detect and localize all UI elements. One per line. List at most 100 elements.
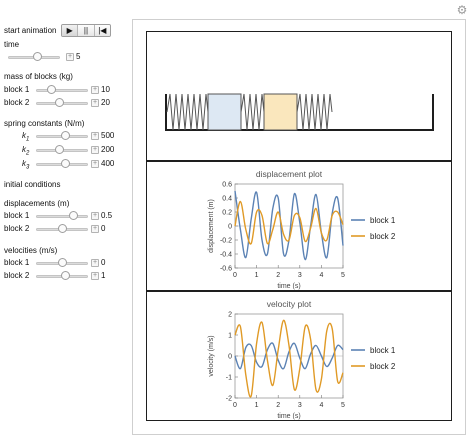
x-tick-label: 1: [255, 272, 259, 279]
x-tick-label: 2: [276, 272, 280, 279]
x-tick-label: 4: [319, 402, 323, 409]
k2-slider[interactable]: [36, 145, 88, 155]
disp-block1-value: 0.5: [101, 211, 113, 220]
vel-block2-value: 1: [101, 271, 106, 280]
slider-thumb[interactable]: [55, 145, 65, 154]
slider-thumb[interactable]: [55, 98, 65, 107]
mass-block1-expand-icon[interactable]: +: [91, 86, 99, 94]
k3-label-main: k: [22, 159, 26, 168]
x-tick-label: 0: [233, 272, 237, 279]
y-tick-label: -0.4: [220, 252, 232, 259]
y-tick-label: -1: [226, 375, 232, 382]
mass-block2-value: 20: [101, 98, 110, 107]
chart-title: velocity plot: [267, 299, 312, 309]
time-slider[interactable]: [8, 52, 60, 62]
disp-block1-label: block 1: [4, 211, 30, 220]
k3-expand-icon[interactable]: +: [91, 160, 99, 168]
mass-block1-slider[interactable]: [36, 85, 88, 95]
slider-thumb[interactable]: [46, 85, 56, 94]
y-tick-label: -0.2: [220, 238, 232, 245]
velocity-plot-cell: velocity plot 0 1 2 3 4 5 2 1 0 -1 -2 time (s) veloci…: [146, 291, 452, 421]
slider-track: [36, 215, 88, 218]
output-area: displacement plot 0 1 2 3 4 5 0.6 0.4 0.2 0 -0.2 -0.…: [132, 19, 466, 435]
k2-expand-icon[interactable]: +: [91, 146, 99, 154]
spring-mass-diagram: [165, 93, 434, 131]
play-button[interactable]: ▶: [62, 25, 78, 36]
x-axis-label: time (s): [277, 283, 300, 290]
k3-label: k3: [22, 159, 29, 173]
slider-thumb[interactable]: [69, 211, 79, 220]
start-animation-label: start animation: [4, 26, 57, 35]
x-axis-label: time (s): [277, 413, 300, 420]
pause-button[interactable]: ||: [77, 25, 94, 36]
series-line-block2: [234, 319, 344, 398]
series-line-block2: [234, 200, 344, 245]
k3-slider[interactable]: [36, 159, 88, 169]
container-walls: [165, 94, 434, 131]
disp-block2-label: block 2: [4, 224, 30, 233]
time-label: time: [4, 40, 20, 49]
vel-block2-expand-icon[interactable]: +: [91, 272, 99, 280]
k1-label: k1: [22, 131, 29, 145]
k3-label-sub: 3: [26, 164, 30, 171]
slider-thumb[interactable]: [60, 159, 70, 168]
slider-track: [36, 89, 88, 92]
block-2[interactable]: [263, 93, 298, 131]
spring-heading: spring constants (N/m): [4, 119, 85, 128]
x-tick-label: 2: [276, 402, 280, 409]
k1-label-main: k: [22, 131, 26, 140]
k1-value: 500: [101, 131, 115, 140]
mass-block2-slider[interactable]: [36, 98, 88, 108]
legend-label-block2: block 2: [370, 362, 396, 371]
y-tick-label: 0.4: [222, 196, 232, 203]
slider-thumb[interactable]: [58, 224, 67, 233]
mass-block2-expand-icon[interactable]: +: [91, 99, 99, 107]
k2-label: k2: [22, 145, 29, 159]
spring-1: [166, 93, 209, 131]
displacement-chart: displacement plot 0 1 2 3 4 5 0.6 0.4 0.2 0 -0.2 -0.…: [208, 169, 396, 290]
y-tick-label: 0: [228, 354, 232, 361]
vel-block2-slider[interactable]: [36, 271, 88, 281]
reset-icon: |◀: [98, 26, 107, 35]
mass-block2-label: block 2: [4, 98, 30, 107]
y-axis-label: displacement (m): [208, 199, 215, 253]
x-tick-label: 5: [341, 402, 345, 409]
gear-icon[interactable]: ⚙: [456, 3, 468, 17]
spring-2: [240, 93, 265, 131]
time-expand-icon[interactable]: +: [66, 53, 74, 61]
disp-block1-slider[interactable]: [36, 211, 88, 221]
k2-label-sub: 2: [26, 150, 30, 157]
legend-label-block2: block 2: [370, 232, 396, 241]
vel-block1-label: block 1: [4, 258, 30, 267]
k1-label-sub: 1: [26, 136, 30, 143]
initial-conditions-heading: initial conditions: [4, 180, 61, 189]
y-tick-label: -2: [226, 396, 232, 403]
legend-label-block1: block 1: [370, 346, 396, 355]
y-axis-label: velocity (m/s): [208, 335, 215, 376]
block-1[interactable]: [207, 93, 242, 131]
x-tick-label: 3: [298, 272, 302, 279]
series-line-block1: [234, 190, 344, 261]
k1-expand-icon[interactable]: +: [91, 132, 99, 140]
reset-button[interactable]: |◀: [93, 25, 110, 36]
x-tick-label: 1: [255, 402, 259, 409]
vel-block1-expand-icon[interactable]: +: [91, 259, 99, 267]
disp-block2-expand-icon[interactable]: +: [91, 225, 99, 233]
play-icon: ▶: [66, 26, 73, 35]
legend-label-block1: block 1: [370, 216, 396, 225]
k1-slider[interactable]: [36, 131, 88, 141]
x-tick-label: 3: [298, 402, 302, 409]
mass-block1-label: block 1: [4, 85, 30, 94]
disp-block2-slider[interactable]: [36, 224, 88, 234]
slider-thumb[interactable]: [32, 52, 42, 61]
slider-thumb[interactable]: [58, 258, 67, 267]
slider-thumb[interactable]: [60, 131, 70, 140]
spring-mass-animation-cell: [146, 31, 452, 161]
vel-block2-label: block 2: [4, 271, 30, 280]
vel-block1-slider[interactable]: [36, 258, 88, 268]
k2-label-main: k: [22, 145, 26, 154]
slider-thumb[interactable]: [60, 271, 70, 280]
disp-block1-expand-icon[interactable]: +: [91, 212, 99, 220]
mass-heading: mass of blocks (kg): [4, 72, 73, 81]
